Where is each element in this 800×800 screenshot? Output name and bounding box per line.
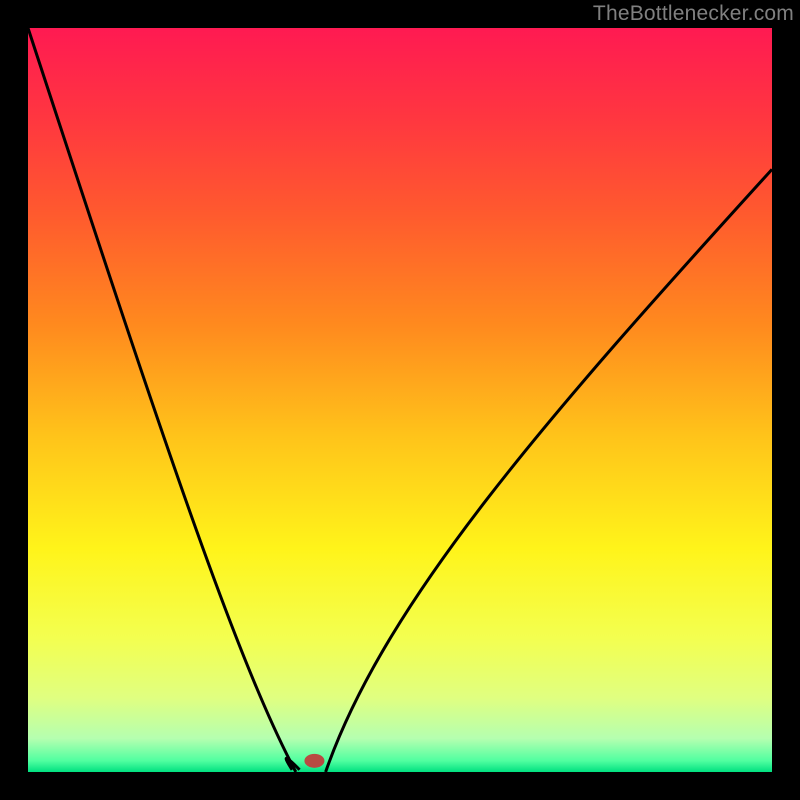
min-marker [304,754,324,768]
chart-svg [0,0,800,800]
watermark-text: TheBottlenecker.com [593,2,794,26]
chart-root: TheBottlenecker.com [0,0,800,800]
plot-area [28,28,772,772]
